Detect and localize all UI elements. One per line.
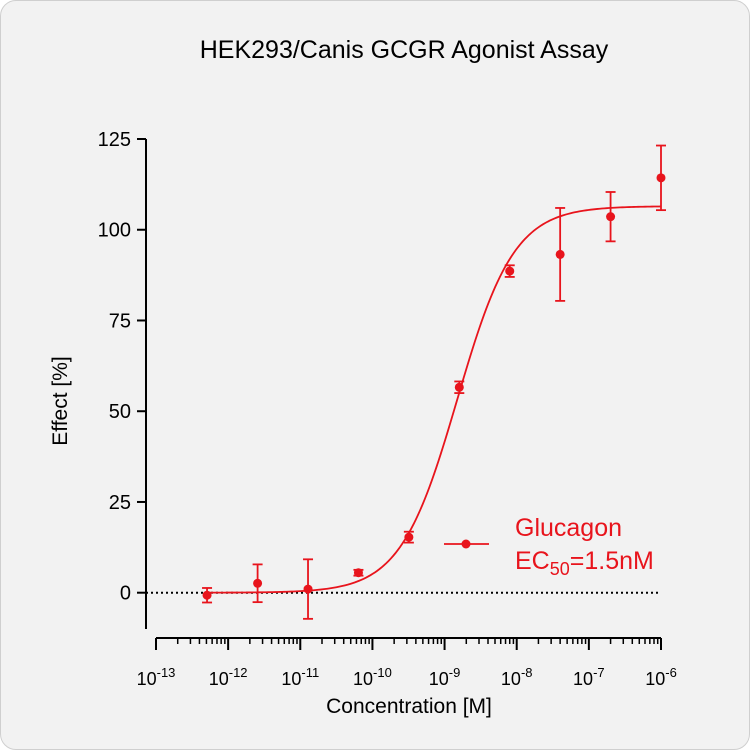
x-tick-label: 10-11 — [281, 665, 319, 689]
x-tick-exponent: -10 — [373, 665, 392, 680]
legend-label: Glucagon — [515, 514, 622, 542]
legend: Glucagon EC50=1.5nM — [444, 514, 654, 579]
y-tick-label: 50 — [109, 401, 131, 423]
y-tick-label: 100 — [98, 220, 131, 242]
x-tick-exponent: -7 — [593, 665, 605, 680]
x-tick-exponent: -9 — [449, 665, 461, 680]
x-tick-label: 10-9 — [429, 665, 461, 689]
ec50-subscript: 50 — [550, 559, 570, 579]
data-point — [656, 173, 666, 183]
x-tick-label: 10-8 — [501, 665, 533, 689]
x-tick-base: 10 — [501, 669, 521, 689]
x-tick-exponent: -13 — [157, 665, 176, 680]
x-tick-base: 10 — [281, 669, 301, 689]
ec50-prefix: EC — [515, 547, 550, 575]
x-tick-exponent: -11 — [301, 665, 319, 680]
y-axis-label: Effect [%] — [49, 356, 72, 446]
x-tick-exponent: -8 — [521, 665, 533, 680]
data-point — [454, 382, 464, 392]
y-tick-label: 75 — [109, 310, 131, 332]
chart-title: HEK293/Canis GCGR Agonist Assay — [200, 36, 609, 64]
x-tick-label: 10-10 — [353, 665, 392, 689]
fit-curve — [207, 205, 662, 594]
plot-area — [146, 144, 666, 620]
x-tick-label: 10-13 — [137, 665, 176, 689]
y-tick-label: 0 — [120, 583, 131, 605]
x-tick-exponent: -12 — [229, 665, 248, 680]
data-point — [303, 584, 313, 594]
x-tick-base: 10 — [137, 669, 157, 689]
y-tick-label: 25 — [109, 492, 131, 514]
ec50-value: =1.5nM — [570, 547, 654, 575]
data-point — [606, 212, 616, 222]
legend-marker — [461, 539, 471, 549]
x-tick-base: 10 — [353, 669, 373, 689]
x-tick-base: 10 — [429, 669, 449, 689]
data-point — [202, 590, 212, 600]
data-point — [555, 249, 565, 259]
data-point — [505, 266, 515, 276]
data-point — [404, 532, 414, 542]
x-tick-base: 10 — [573, 669, 593, 689]
ec50-annotation: EC50=1.5nM — [515, 547, 654, 579]
data-point — [353, 568, 363, 578]
x-tick-label: 10-7 — [573, 665, 605, 689]
data-point — [253, 578, 263, 588]
x-tick-label: 10-6 — [645, 665, 677, 689]
x-tick-exponent: -6 — [665, 665, 677, 680]
x-tick-base: 10 — [645, 669, 665, 689]
x-axis-label: Concentration [M] — [326, 695, 492, 718]
x-tick-label: 10-12 — [209, 665, 248, 689]
y-tick-label: 125 — [98, 129, 131, 151]
x-tick-base: 10 — [209, 669, 229, 689]
